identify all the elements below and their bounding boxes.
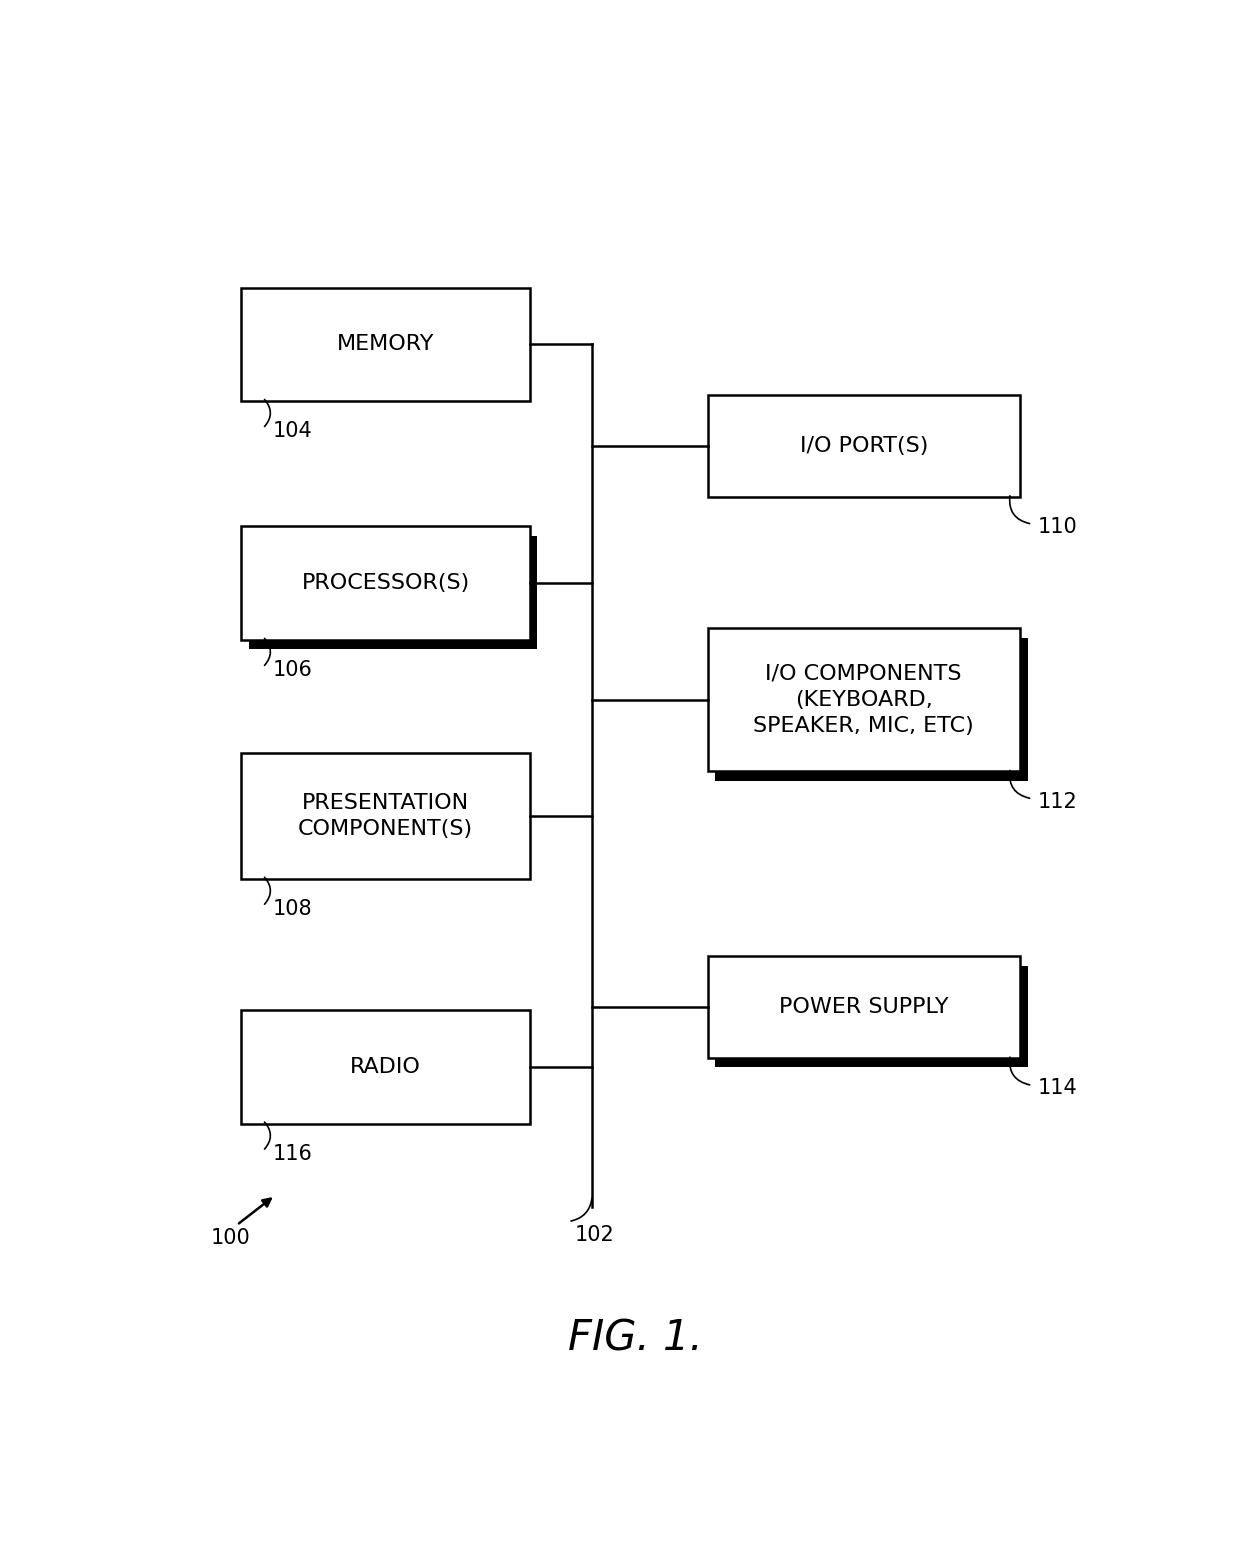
Bar	[708, 628, 1019, 771]
Bar	[242, 287, 529, 402]
Text: PRESENTATION
COMPONENT(S): PRESENTATION COMPONENT(S)	[298, 793, 474, 839]
Bar	[242, 526, 529, 641]
Bar	[249, 537, 537, 650]
Text: I/O COMPONENTS
(KEYBOARD,
SPEAKER, MIC, ETC): I/O COMPONENTS (KEYBOARD, SPEAKER, MIC, …	[754, 664, 975, 737]
Text: 112: 112	[1037, 791, 1078, 811]
Text: FIG. 1.: FIG. 1.	[568, 1318, 703, 1360]
Text: I/O PORT(S): I/O PORT(S)	[800, 436, 928, 456]
Text: POWER SUPPLY: POWER SUPPLY	[779, 997, 949, 1017]
Text: 104: 104	[273, 422, 312, 442]
Text: 110: 110	[1037, 516, 1078, 537]
Text: 102: 102	[575, 1225, 615, 1245]
Text: MEMORY: MEMORY	[337, 335, 434, 354]
Bar	[715, 637, 1028, 780]
Text: 114: 114	[1037, 1078, 1078, 1098]
Bar	[708, 957, 1019, 1058]
Text: 116: 116	[273, 1145, 312, 1163]
Text: RADIO: RADIO	[350, 1056, 422, 1076]
Text: 106: 106	[273, 661, 312, 681]
Bar	[708, 396, 1019, 496]
Text: 100: 100	[211, 1227, 250, 1247]
Text: 108: 108	[273, 900, 312, 920]
Bar	[715, 966, 1028, 1067]
Text: PROCESSOR(S): PROCESSOR(S)	[301, 574, 470, 592]
Bar	[242, 754, 529, 879]
Bar	[242, 1010, 529, 1123]
